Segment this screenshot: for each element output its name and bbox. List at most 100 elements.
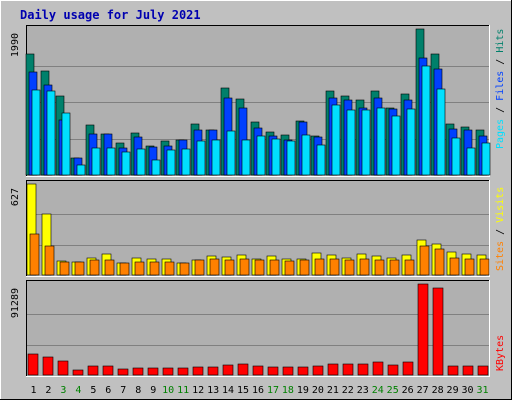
legend-hits: Hits <box>495 29 506 53</box>
bar-pages-day-28 <box>436 88 446 176</box>
bar-sites-day-29 <box>449 257 460 276</box>
panel-background <box>26 280 490 377</box>
bar-kbytes-day-1 <box>27 353 39 376</box>
legend-kbytes: KBytes <box>495 335 506 371</box>
bar-pages-day-13 <box>211 139 221 176</box>
day-label-16: 16 <box>252 385 264 396</box>
bar-kbytes-day-10 <box>162 367 174 376</box>
bar-kbytes-day-8 <box>132 367 144 376</box>
bar-sites-day-15 <box>239 258 250 276</box>
bar-sites-day-5 <box>89 259 100 276</box>
day-label-22: 22 <box>342 385 354 396</box>
bar-sites-day-22 <box>344 259 355 276</box>
bar-pages-day-25 <box>391 115 401 176</box>
day-label-12: 12 <box>192 385 204 396</box>
bar-kbytes-day-7 <box>117 368 129 376</box>
bar-pages-day-24 <box>376 107 386 176</box>
bar-sites-day-26 <box>404 259 415 276</box>
bar-kbytes-day-19 <box>297 366 309 376</box>
bar-pages-day-5 <box>91 147 101 176</box>
bar-kbytes-day-13 <box>207 366 219 376</box>
legend-files: Files <box>495 71 506 101</box>
day-label-2: 2 <box>45 385 51 396</box>
bar-kbytes-day-15 <box>237 363 249 376</box>
day-label-20: 20 <box>312 385 324 396</box>
bar-kbytes-day-18 <box>282 366 294 376</box>
bar-kbytes-day-26 <box>402 361 414 376</box>
day-label-11: 11 <box>177 385 189 396</box>
panel-middle: 627 Sites / Visits <box>10 180 506 277</box>
day-label-15: 15 <box>237 385 249 396</box>
day-label-14: 14 <box>222 385 234 396</box>
bar-pages-day-2 <box>46 90 56 176</box>
legend-separator: / <box>495 223 506 241</box>
bar-sites-day-2 <box>44 245 55 276</box>
day-label-19: 19 <box>297 385 309 396</box>
bar-sites-day-4 <box>74 261 85 276</box>
day-label-28: 28 <box>432 385 444 396</box>
bar-pages-day-12 <box>196 140 206 176</box>
bar-pages-day-7 <box>121 151 131 176</box>
bar-sites-day-14 <box>224 259 235 276</box>
bar-pages-day-26 <box>406 108 416 176</box>
day-label-21: 21 <box>327 385 339 396</box>
day-axis-labels: 1 2 3 4 5 6 7 8 9 10 11 12 13 14 15 16 17 18 19 20 21 22 23 24 2… <box>30 385 488 396</box>
bar-kbytes-day-2 <box>42 356 54 376</box>
bars-top <box>25 28 491 176</box>
max-value-label: 91289 <box>10 288 21 318</box>
bar-sites-day-31 <box>479 258 490 276</box>
bar-pages-day-6 <box>106 147 116 176</box>
bar-pages-day-9 <box>151 159 161 176</box>
panel-bottom: 91289 KBytes <box>10 280 506 377</box>
day-label-3: 3 <box>60 385 66 396</box>
day-label-17: 17 <box>267 385 279 396</box>
day-label-5: 5 <box>90 385 96 396</box>
day-label-4: 4 <box>75 385 81 396</box>
bar-pages-day-11 <box>181 148 191 176</box>
bar-kbytes-day-31 <box>477 365 489 376</box>
bar-kbytes-day-20 <box>312 365 324 376</box>
bar-sites-day-10 <box>164 261 175 276</box>
bar-kbytes-day-25 <box>387 364 399 376</box>
day-label-30: 30 <box>462 385 474 396</box>
chart-title: Daily usage for July 2021 <box>20 8 201 22</box>
bar-pages-day-15 <box>241 139 251 176</box>
bar-pages-day-8 <box>136 148 146 176</box>
bar-kbytes-day-11 <box>177 367 189 376</box>
day-label-8: 8 <box>135 385 141 396</box>
bar-sites-day-12 <box>194 259 205 276</box>
bar-pages-day-31 <box>481 142 491 176</box>
bar-kbytes-day-22 <box>342 363 354 376</box>
legend-top: Pages / Files / Hits <box>495 29 506 149</box>
bar-kbytes-day-16 <box>252 365 264 376</box>
bar-sites-day-11 <box>179 262 190 276</box>
day-label-10: 10 <box>162 385 174 396</box>
bar-kbytes-day-9 <box>147 367 159 376</box>
legend-visits: Visits <box>495 187 506 223</box>
bar-kbytes-day-4 <box>72 369 84 376</box>
bar-pages-day-30 <box>466 147 476 176</box>
bar-pages-day-4 <box>76 164 86 176</box>
bar-kbytes-day-14 <box>222 364 234 376</box>
bar-kbytes-day-3 <box>57 360 69 376</box>
bar-sites-day-1 <box>29 233 40 276</box>
bar-pages-day-27 <box>421 65 431 176</box>
bar-kbytes-day-23 <box>357 363 369 376</box>
bar-sites-day-6 <box>104 259 115 276</box>
max-value-label: 1990 <box>10 33 21 57</box>
bar-pages-day-3 <box>61 112 71 176</box>
bar-pages-day-29 <box>451 137 461 176</box>
bar-kbytes-day-28 <box>432 287 444 376</box>
bar-sites-day-7 <box>119 262 130 276</box>
legend-sites: Sites <box>495 241 506 271</box>
legend-middle: Sites / Visits <box>495 187 506 271</box>
legend-separator: / <box>495 53 506 71</box>
bar-pages-day-14 <box>226 130 236 176</box>
bar-sites-day-23 <box>359 258 370 276</box>
bar-pages-day-1 <box>31 89 41 176</box>
day-label-18: 18 <box>282 385 294 396</box>
bar-pages-day-20 <box>316 144 326 176</box>
bar-pages-day-19 <box>301 134 311 176</box>
